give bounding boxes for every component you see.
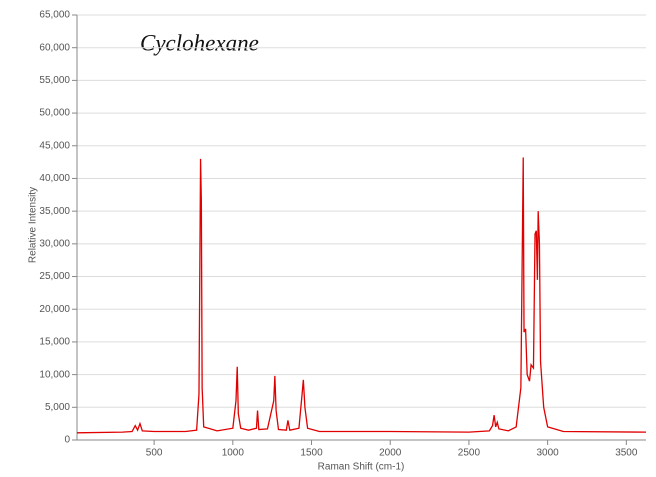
y-tick-label: 65,000 — [39, 10, 70, 21]
x-tick-label: 3000 — [537, 448, 560, 459]
x-tick-label: 2500 — [458, 448, 481, 459]
x-tick-label: 2000 — [379, 448, 402, 459]
y-tick-label: 55,000 — [39, 75, 70, 86]
y-tick-label: 20,000 — [39, 304, 70, 315]
y-tick-label: 0 — [64, 435, 70, 446]
y-tick-label: 35,000 — [39, 206, 70, 217]
x-tick-label: 1000 — [222, 448, 245, 459]
y-tick-label: 45,000 — [39, 140, 70, 151]
y-tick-label: 10,000 — [39, 369, 70, 380]
y-tick-label: 25,000 — [39, 271, 70, 282]
x-tick-label: 500 — [146, 448, 163, 459]
y-tick-label: 15,000 — [39, 337, 70, 348]
chart-title: Cyclohexane — [140, 30, 259, 55]
y-tick-label: 50,000 — [39, 108, 70, 119]
spectrum-line — [76, 157, 647, 434]
x-axis-label: Raman Shift (cm-1) — [318, 462, 405, 473]
y-tick-label: 60,000 — [39, 42, 70, 53]
y-tick-label: 30,000 — [39, 238, 70, 249]
x-tick-label: 3500 — [615, 448, 638, 459]
y-axis-label: Relative Intensity — [28, 187, 39, 263]
y-tick-label: 40,000 — [39, 173, 70, 184]
x-tick-label: 1500 — [300, 448, 323, 459]
y-tick-label: 5,000 — [45, 402, 70, 413]
